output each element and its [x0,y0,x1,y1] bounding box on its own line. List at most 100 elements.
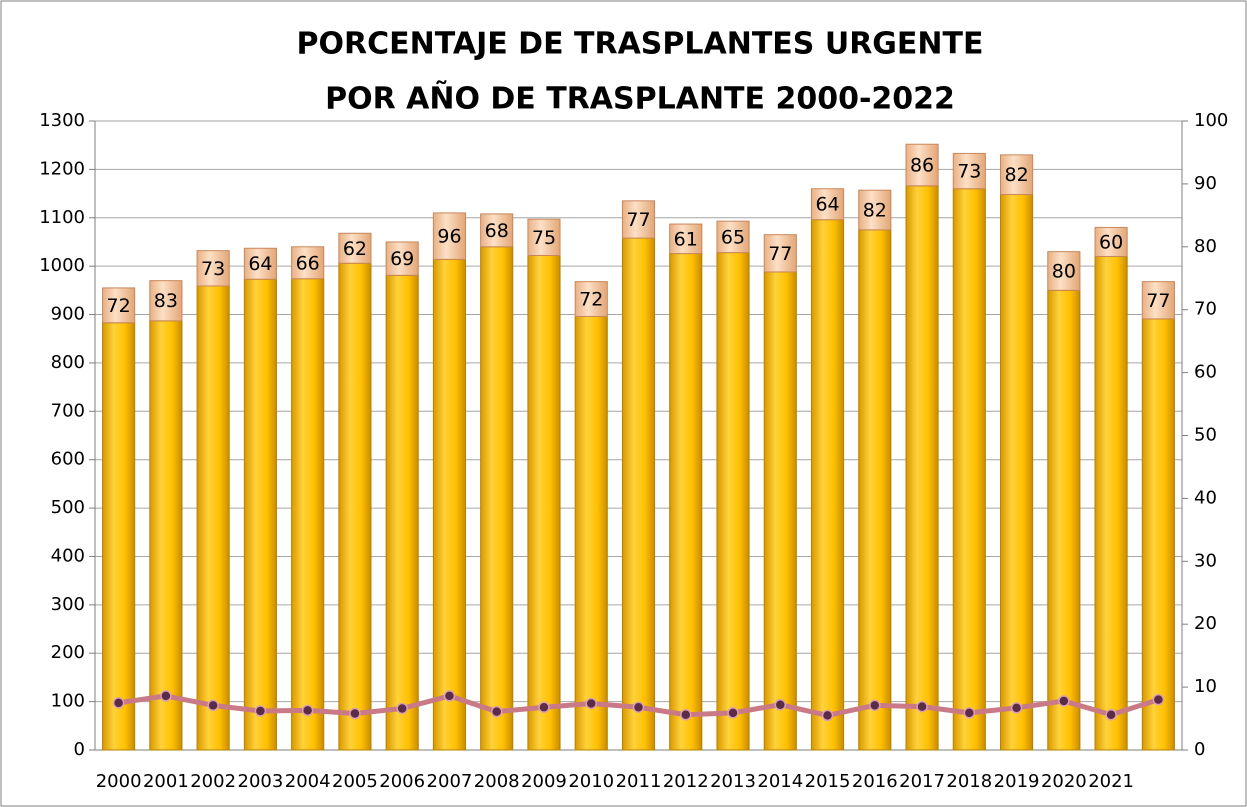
x-tick-label: 2004 [285,771,331,792]
line-marker [349,707,361,720]
value-label: 73 [201,258,225,280]
x-tick-label: 2007 [427,771,473,792]
y-tick-label: 300 [51,594,85,615]
value-label: 69 [390,248,414,270]
x-tick-label: 2020 [1041,771,1087,792]
bar-segment [1000,154,1034,196]
value-label: 60 [1099,231,1123,253]
y2-tick-label: 10 [1194,676,1217,697]
value-label: 77 [768,243,792,265]
bar-segment [621,200,656,239]
x-tick-label: 2013 [710,771,756,792]
bar-segment [196,285,230,751]
y-tick-label: 100 [51,691,85,712]
y2-tick-label: 90 [1194,173,1217,194]
bar-segment [1141,318,1175,751]
y-tick-label: 1100 [39,207,85,228]
y-tick-label: 1300 [39,110,85,131]
x-tick-label: 2005 [332,771,378,792]
y2-tick-label: 40 [1194,487,1217,508]
x-tick-label: 2008 [474,771,520,792]
chart-title: PORCENTAJE DE TRASPLANTES URGENTE [297,27,984,62]
line-marker [207,699,219,712]
line-marker [1058,695,1070,707]
line-marker [1010,702,1023,714]
bar-segment [1000,194,1034,751]
x-tick-label: 2021 [1088,771,1134,792]
y-tick-label: 700 [51,400,85,421]
y-tick-label: 600 [51,449,85,470]
y2-tick-label: 30 [1194,550,1217,571]
line-marker [443,690,456,702]
line-marker [963,707,976,719]
bar-segment [102,322,136,751]
line-marker [112,697,125,709]
value-label: 66 [296,252,320,274]
bar-segment [1047,251,1081,291]
x-tick-label: 2016 [852,771,898,792]
value-label: 77 [1146,290,1170,312]
y-tick-label: 900 [51,304,85,325]
bar-segment [480,246,514,751]
bar-segment [621,237,656,751]
x-tick-label: 2000 [96,771,142,792]
value-label: 77 [626,209,650,231]
y-tick-label: 1200 [39,158,85,179]
bar-segment [1141,281,1175,320]
x-tick-label: 2002 [190,771,236,792]
bar-segment [905,185,939,751]
bar-segment [432,258,467,751]
line-marker [727,707,739,719]
y2-tick-label: 50 [1194,425,1217,446]
x-tick-label: 2012 [663,771,709,792]
y2-tick-label: 20 [1194,613,1217,634]
bar-segment [527,218,561,257]
bar-segment [716,252,750,751]
value-label: 80 [1052,260,1076,282]
value-label: 62 [343,238,367,260]
line-marker [254,705,267,717]
bar-segment [1047,289,1081,751]
x-tick-label: 2006 [379,771,425,792]
y2-tick-label: 100 [1194,110,1228,131]
line-marker [396,702,408,715]
x-tick-label: 2003 [238,771,284,792]
y-tick-label: 500 [51,497,85,518]
bar-segment [196,250,230,287]
bar-segment [102,287,136,324]
value-label: 75 [532,227,556,249]
value-label: 96 [437,226,461,248]
value-label: 68 [485,220,509,242]
y2-tick-label: 80 [1194,236,1217,257]
bar-segment [1094,226,1128,257]
x-tick-label: 2018 [946,771,992,792]
y2-tick-label: 60 [1194,362,1217,383]
bar-segment [952,188,986,751]
line-marker [916,700,928,713]
y2-tick-label: 0 [1194,739,1205,760]
line-marker [1105,709,1117,721]
value-label: 64 [815,194,839,216]
line-marker [301,704,314,717]
bar-segment [385,274,419,751]
line-marker [585,697,597,710]
bar-segment [291,278,325,751]
line-marker [538,701,550,713]
bar-segment [763,271,797,751]
line-marker [160,690,172,702]
bar-segment [810,188,845,221]
value-label: 64 [248,253,272,275]
bar-segment [385,241,419,276]
bar-segment [243,278,277,751]
value-label: 72 [107,295,131,317]
chart-title: POR AÑO DE TRASPLANTE 2000-2022 [325,80,955,117]
line-marker [490,705,503,718]
value-label: 72 [579,289,603,311]
bar-segment [574,315,608,751]
bar-segment [149,280,183,322]
line-marker [869,699,881,712]
value-label: 82 [1004,164,1028,186]
y-tick-label: 200 [51,642,85,663]
bar-segment [338,232,372,264]
